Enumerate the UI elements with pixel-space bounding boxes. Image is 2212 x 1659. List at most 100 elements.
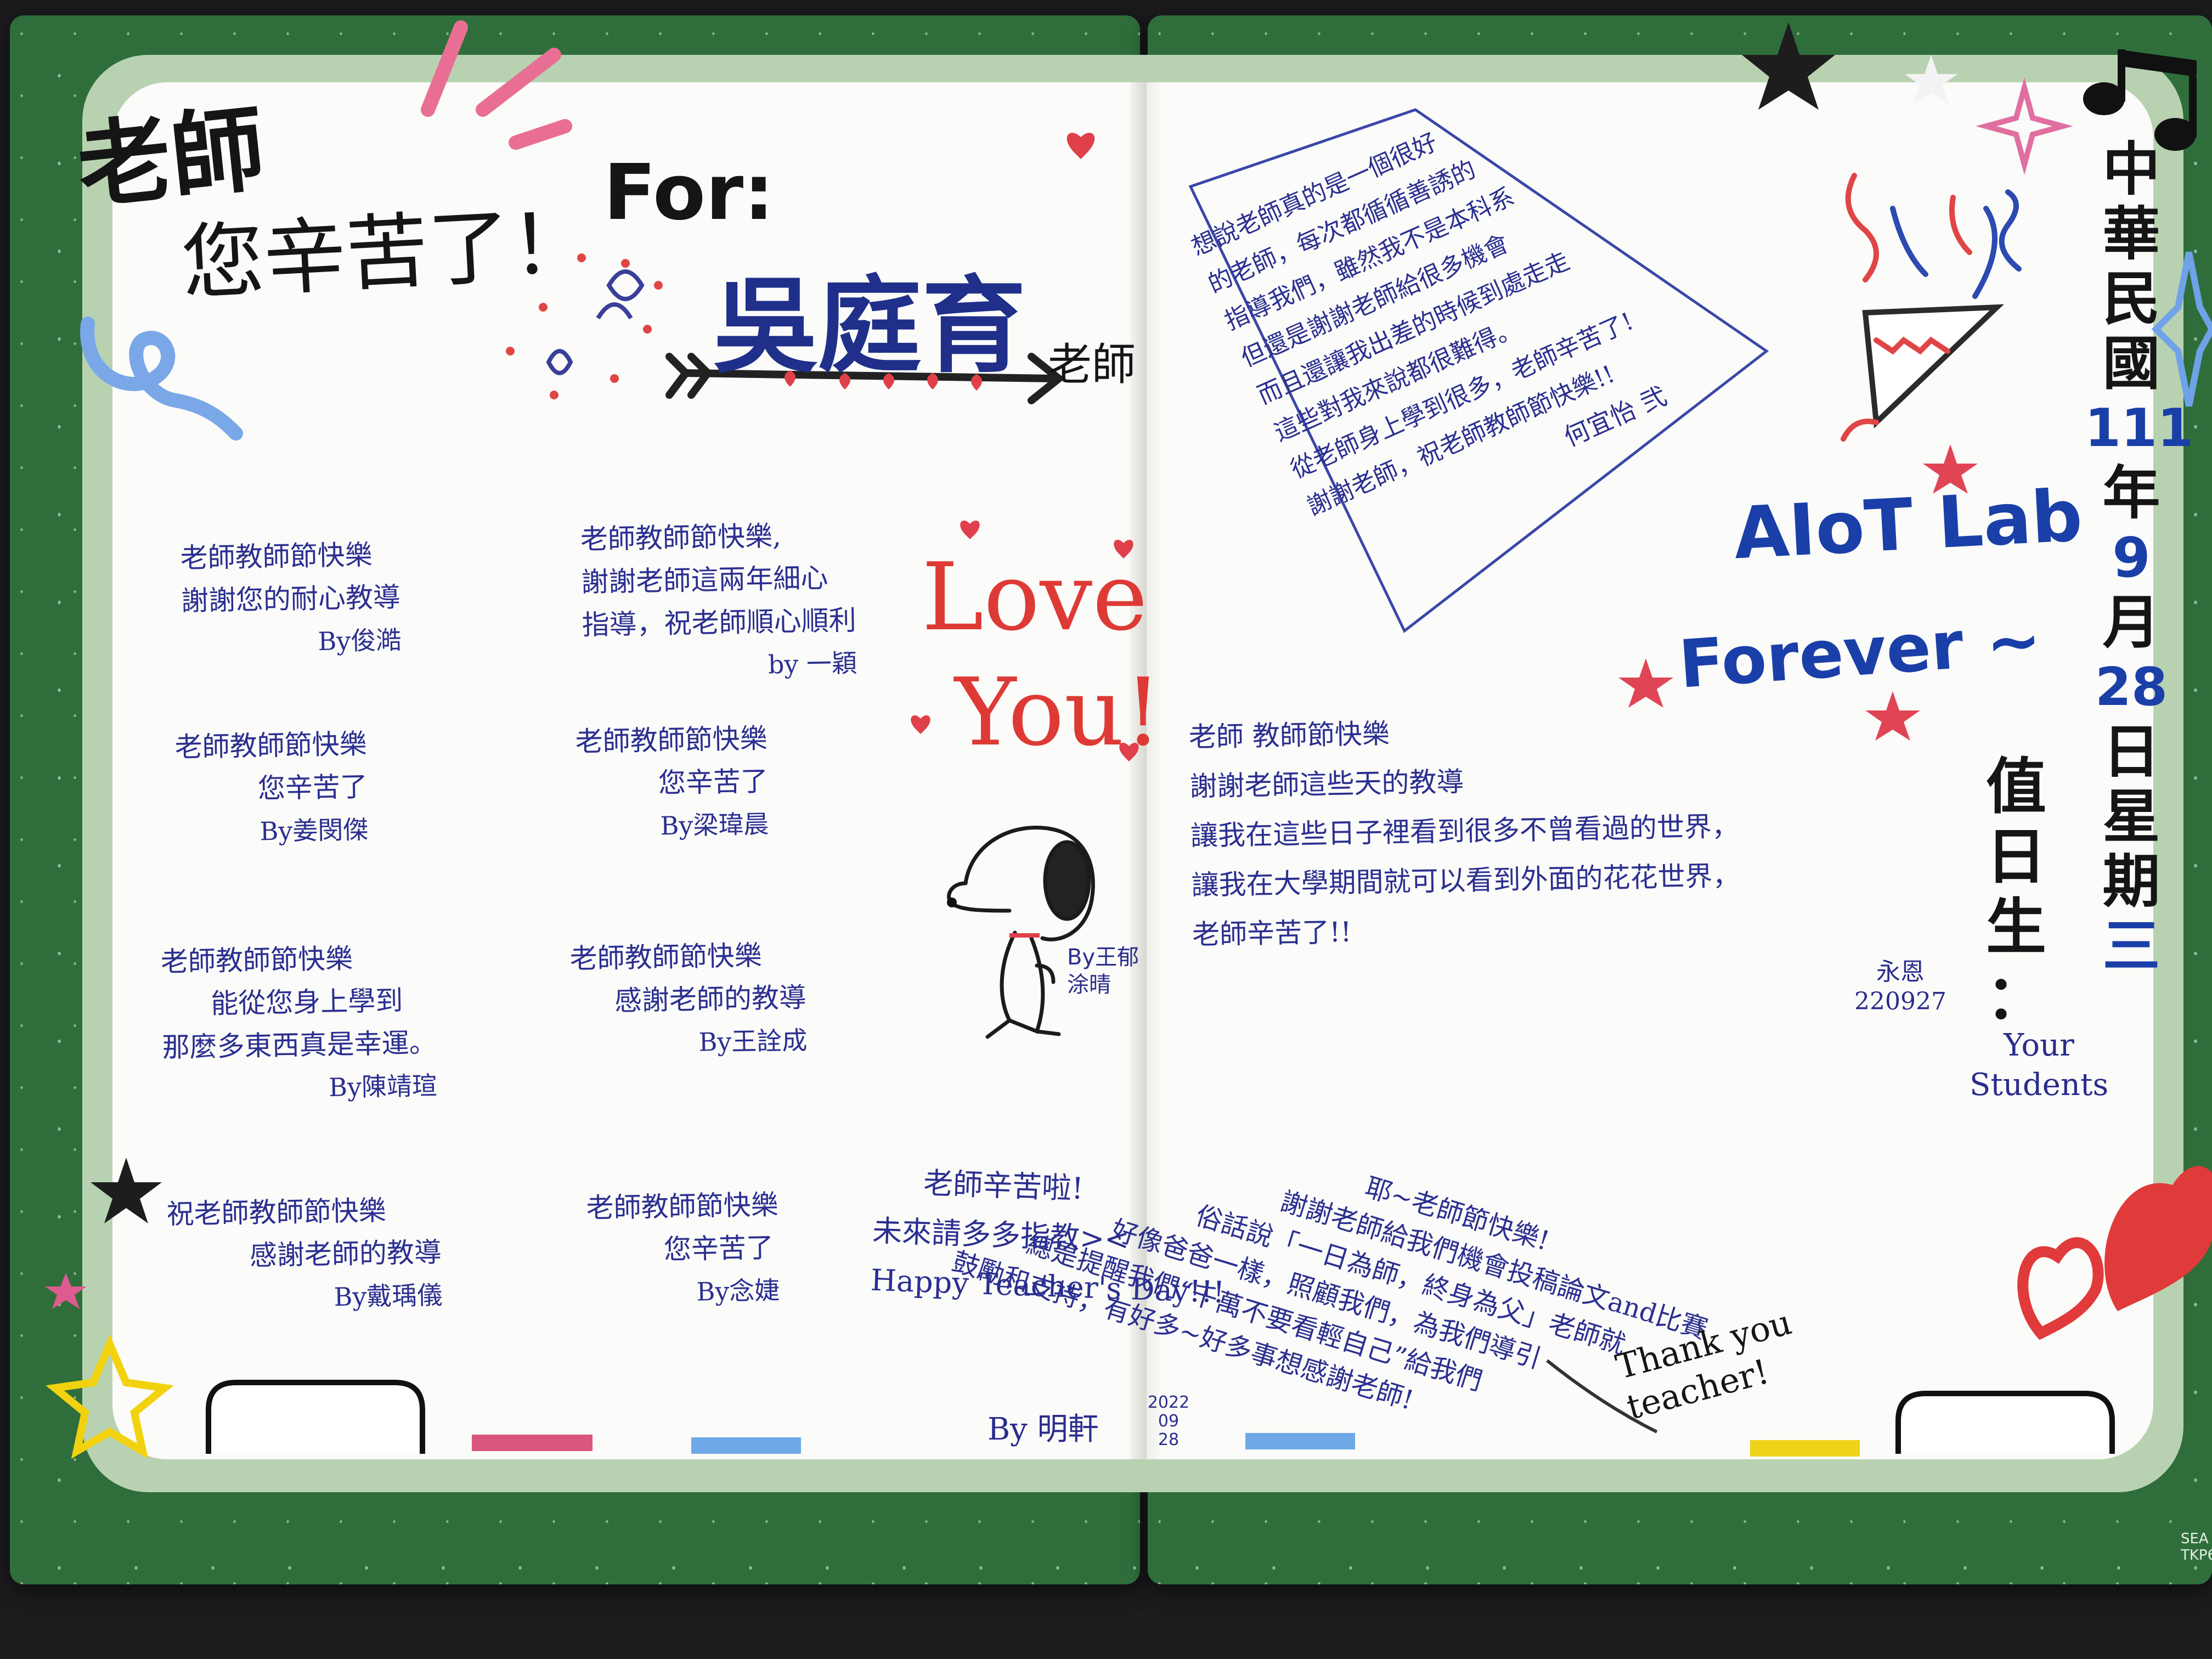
snoopy-signature: By王郁 涂晴 [1067, 944, 1139, 998]
message-signature: By姜閔傑 [259, 814, 369, 847]
duty-signer-line2: Students [1970, 1067, 2109, 1103]
left-message-2: 老師教師節快樂 您辛苦了 By姜閔傑 [174, 723, 369, 854]
message-signature: By梁瑋晨 [660, 809, 769, 841]
message-box-outline [1188, 108, 1769, 633]
middle-message-2: 老師教師節快樂 您辛苦了 By梁瑋晨 [575, 717, 769, 849]
corner-print-line1: SEA [2181, 1531, 2209, 1547]
middle-message-3: 老師教師節快樂 感謝老師的教導 By王詮成 [569, 933, 808, 1065]
message-signature: By俊澔 [318, 625, 402, 657]
middle-message-4: 老師教師節快樂 您辛苦了 By念婕 [586, 1183, 780, 1315]
message-signature: by 一穎 [768, 648, 857, 680]
message-line: 謝謝您的耐心教導 [180, 581, 401, 617]
red-heart-icon [2017, 1237, 2104, 1340]
message-line: 讓我在這些日子裡看到很多不曾看過的世界， [1190, 810, 1740, 852]
date-weekday: 三 [2102, 913, 2160, 980]
message-line: 謝謝老師這些天的教導 [1189, 766, 1464, 803]
white-star-icon [1905, 55, 1957, 104]
recipient-name: 吳庭育 [713, 266, 1026, 387]
message-line: 您辛苦了 [658, 765, 769, 799]
card-fold [1130, 82, 1163, 1459]
message-signature: By王詮成 [698, 1025, 808, 1057]
message-line: 老師 教師節快樂 [1188, 718, 1390, 753]
message-line: 老師教師節快樂 [180, 539, 373, 574]
message-signature: By陳靖瑄 [328, 1070, 438, 1103]
red-star-sparkles-icon [506, 253, 663, 399]
card [10, 15, 2212, 1584]
corner-print: SEA TKP6 [2181, 1531, 2212, 1564]
message-line: 老師教師節快樂 [586, 1188, 779, 1224]
message-line: 感謝老師的教導 [614, 981, 807, 1017]
duty-signer: Your Students [1970, 1026, 2108, 1105]
message-signature: By戴瑀儀 [334, 1280, 443, 1312]
heart-row-icon [785, 370, 982, 391]
sparkle-icon [546, 269, 645, 375]
date-char: 星 [2102, 783, 2160, 850]
music-note-icon [2083, 49, 2197, 151]
recipient-title: 老師 [1048, 339, 1136, 390]
arrow-icon [665, 353, 1065, 404]
pink-sparkle-icon [1975, 77, 2074, 176]
right-message-signature: 永恩 220927 [1854, 957, 1946, 1017]
message-signature: 永恩 [1876, 958, 1925, 986]
hand-holding-edge-icon [206, 1380, 2115, 1454]
middle-message-1: 老師教師節快樂, 謝謝老師這兩年細心 指導，祝老師順心順利 by 一穎 [580, 514, 857, 690]
date-year: 111 [2085, 398, 2194, 459]
duty-char: ： [1986, 962, 2046, 1032]
right-message: 老師 教師節快樂 謝謝老師這些天的教導 讓我在這些日子裡看到很多不曾看過的世界，… [1188, 703, 1741, 959]
message-line: 謝謝老師這兩年細心 [580, 562, 828, 599]
pink-star-icon [45, 1273, 87, 1309]
duty-char: 日 [1986, 822, 2046, 892]
red-star-icon [1618, 444, 1978, 741]
snoopy-signature-line2: 涂晴 [1067, 972, 1111, 997]
blue-squiggle-icon [80, 317, 243, 441]
date-char: 年 [2102, 460, 2160, 527]
left-message-3: 老師教師節快樂 能從您身上學到 那麼多東西真是幸運。 By陳靖瑄 [160, 936, 437, 1112]
black-star-icon [1742, 22, 1835, 110]
date-month: 9 [2112, 526, 2151, 590]
blue-sparkle-icon [2151, 251, 2212, 407]
message-line: 老師教師節快樂 [174, 727, 368, 764]
snoopy-drawing-icon [947, 826, 1095, 1039]
for-label: For: [603, 148, 775, 238]
message-line: 那麼多東西真是幸運。 [162, 1026, 437, 1064]
date-char: 民 [2102, 266, 2160, 332]
black-star-icon [91, 1158, 162, 1223]
big-red-heart-icon [2104, 1166, 2212, 1311]
party-popper-icon [1841, 173, 2022, 442]
corner-print-line2: TKP6 [2181, 1547, 2212, 1564]
message-line: 祝老師教師節快樂 [166, 1194, 387, 1231]
message-line: 老師教師節快樂 [160, 943, 353, 978]
date-char: 華 [2102, 201, 2160, 268]
date-char: 期 [2102, 848, 2160, 915]
date-char: 中 [2102, 136, 2160, 203]
message-line: 老師教師節快樂 [569, 939, 763, 975]
you-text: You! [955, 658, 1162, 767]
duty-signer-line1: Your [2004, 1028, 2074, 1063]
swoosh-icon [1546, 1359, 1658, 1434]
date-column: 中 華 民 國 111 年 9 月 28 日 星 期 三 [2085, 136, 2194, 980]
message-signature: By念婕 [696, 1275, 780, 1307]
love-text: Love [922, 543, 1148, 652]
heart-icon [911, 132, 1139, 761]
date-day: 28 [2095, 657, 2168, 718]
message-line: 您辛苦了 [663, 1232, 774, 1266]
message-line: 指導，祝老師順心順利 [582, 604, 857, 641]
date-char: 月 [2102, 589, 2160, 656]
message-line: 老師教師節快樂, [580, 520, 782, 556]
message-date: 220927 [1854, 988, 1946, 1015]
yellow-star-icon [46, 1334, 174, 1459]
message-line: 老師辛苦了!! [1192, 916, 1352, 951]
pink-slash-icon [421, 20, 572, 150]
duty-label: 值 日 生 ： [1986, 752, 2046, 1032]
left-message-4: 祝老師教師節快樂 感謝老師的教導 By戴瑀儀 [166, 1188, 443, 1322]
snoopy-signature-line1: By王郁 [1067, 945, 1139, 970]
color-tab-icon [472, 1433, 1860, 1457]
left-message-1: 老師教師節快樂 謝謝您的耐心教導 By俊澔 [180, 533, 402, 665]
message-line: 感謝老師的教導 [249, 1236, 442, 1272]
message-line: 您辛苦了 [257, 770, 368, 805]
date-char: 日 [2102, 719, 2160, 786]
date-char: 國 [2102, 330, 2160, 397]
title-line-2: 您辛苦了！ [179, 195, 595, 312]
message-line: 老師教師節快樂 [575, 722, 768, 758]
